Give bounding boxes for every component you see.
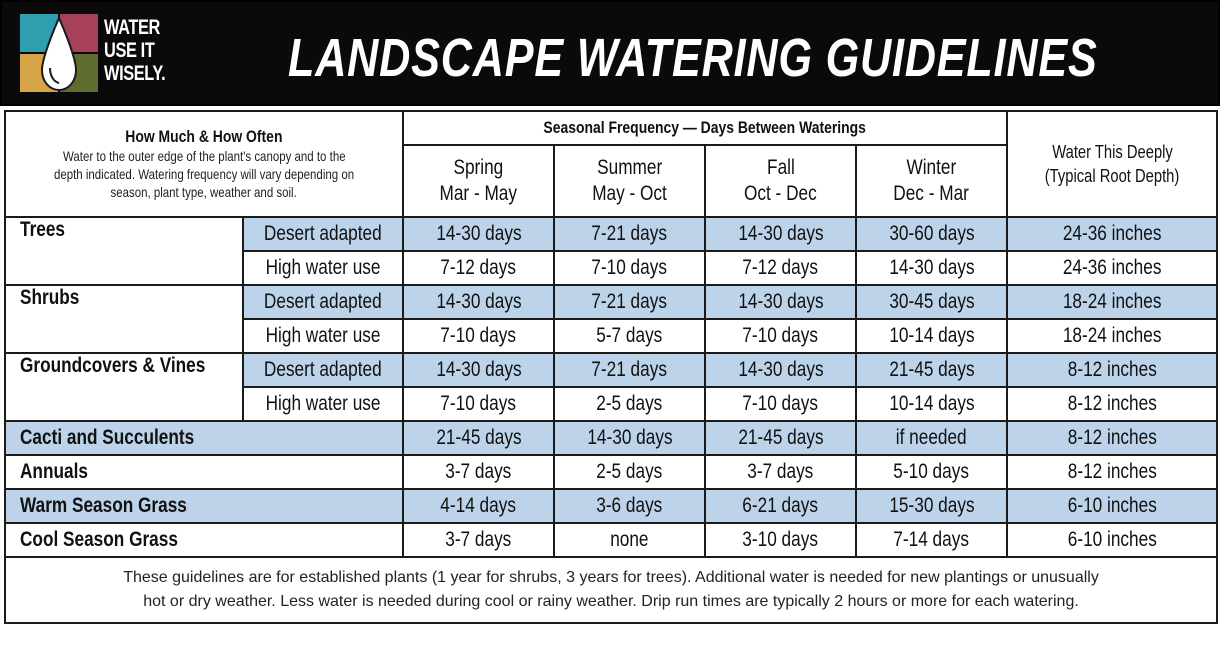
table-row: Cool Season Grass 3-7 days none 3-10 day… — [3, 522, 1219, 558]
cell-depth: 8-12 inches — [1006, 386, 1219, 422]
logo-line-2: USE IT — [104, 39, 155, 62]
logo-text: WATER USE IT WISELY. — [104, 16, 166, 85]
cell-summer: 7-10 days — [553, 250, 707, 286]
table-row: High water use 7-12 days 7-10 days 7-12 … — [5, 250, 1219, 286]
how-much-description: Water to the outer edge of the plant's c… — [53, 148, 355, 200]
row-label-cool-grass: Cool Season Grass — [3, 522, 405, 558]
cell-depth: 24-36 inches — [1006, 250, 1219, 286]
cell-winter: 10-14 days — [855, 318, 1009, 354]
cell-fall: 14-30 days — [704, 284, 858, 320]
cell-winter: 30-60 days — [855, 216, 1009, 252]
cell-fall: 7-10 days — [704, 318, 858, 354]
cell-fall: 3-10 days — [704, 522, 858, 558]
season-summer: Summer May - Oct — [553, 144, 707, 218]
cell-summer: 2-5 days — [553, 454, 707, 490]
cell-spring: 7-10 days — [402, 386, 556, 422]
cell-depth: 8-12 inches — [1006, 352, 1219, 388]
season-winter: Winter Dec - Mar — [855, 144, 1009, 218]
cell-summer: 5-7 days — [553, 318, 707, 354]
cell-depth: 18-24 inches — [1006, 284, 1219, 320]
sub-label: Desert adapted — [241, 216, 405, 252]
seasonal-frequency-header: Seasonal Frequency — Days Between Wateri… — [402, 110, 1009, 146]
page-title: LANDSCAPE WATERING GUIDELINES — [288, 28, 1098, 88]
cell-depth: 6-10 inches — [1006, 488, 1219, 524]
cell-spring: 3-7 days — [402, 522, 556, 558]
sub-label: High water use — [241, 386, 405, 422]
cell-summer: 7-21 days — [553, 216, 707, 252]
logo-line-1: WATER — [104, 16, 160, 39]
row-label-cacti: Cacti and Succulents — [3, 420, 405, 456]
table-row: Warm Season Grass 4-14 days 3-6 days 6-2… — [3, 488, 1219, 524]
water-use-it-wisely-logo: WATER USE IT WISELY. — [20, 12, 180, 98]
cell-fall: 3-7 days — [704, 454, 858, 490]
sub-label: Desert adapted — [241, 352, 405, 388]
cell-spring: 7-12 days — [402, 250, 556, 286]
cell-summer: 7-21 days — [553, 284, 707, 320]
cell-fall: 14-30 days — [704, 352, 858, 388]
season-fall: Fall Oct - Dec — [704, 144, 858, 218]
how-much-header: How Much & How Often Water to the outer … — [3, 110, 405, 218]
how-much-title: How Much & How Often — [125, 127, 283, 146]
sub-label: High water use — [241, 250, 405, 286]
cell-depth: 8-12 inches — [1006, 420, 1219, 456]
cell-winter: 7-14 days — [855, 522, 1009, 558]
header-row-2: Spring Mar - May Summer May - Oct Fall Oct … — [5, 144, 1217, 218]
cell-winter: 21-45 days — [855, 352, 1009, 388]
season-spring: Spring Mar - May — [402, 144, 556, 218]
cell-fall: 6-21 days — [704, 488, 858, 524]
header-banner: WATER USE IT WISELY. LANDSCAPE WATERING … — [0, 0, 1220, 106]
row-label-annuals: Annuals — [3, 454, 405, 490]
footer-line-1: These guidelines are for established pla… — [123, 569, 1099, 586]
footer-row: These guidelines are for established pla… — [3, 556, 1219, 624]
table-row: Annuals 3-7 days 2-5 days 3-7 days 5-10 … — [3, 454, 1219, 490]
sub-label: Desert adapted — [241, 284, 405, 320]
cell-fall: 14-30 days — [704, 216, 858, 252]
table-row: High water use 7-10 days 5-7 days 7-10 d… — [5, 318, 1219, 354]
cell-winter: 15-30 days — [855, 488, 1009, 524]
cell-summer: 3-6 days — [553, 488, 707, 524]
cell-spring: 4-14 days — [402, 488, 556, 524]
footer-line-2: hot or dry weather. Less water is needed… — [143, 593, 1079, 610]
cell-fall: 7-12 days — [704, 250, 858, 286]
row-label-trees: Trees — [4, 216, 244, 286]
cell-fall: 21-45 days — [704, 420, 858, 456]
cell-summer: 7-21 days — [553, 352, 707, 388]
cell-winter: 10-14 days — [855, 386, 1009, 422]
cell-summer: 14-30 days — [553, 420, 707, 456]
cell-winter: if needed — [855, 420, 1009, 456]
row-label-groundcovers: Groundcovers & Vines — [4, 352, 244, 422]
table-row: Cacti and Succulents 21-45 days 14-30 da… — [3, 420, 1219, 456]
water-drop-icon — [40, 16, 78, 92]
water-depth-header: Water This Deeply (Typical Root Depth) — [1006, 110, 1219, 218]
cell-winter: 30-45 days — [855, 284, 1009, 320]
cell-summer: none — [553, 522, 707, 558]
cell-spring: 21-45 days — [402, 420, 556, 456]
row-label-warm-grass: Warm Season Grass — [3, 488, 405, 524]
cell-spring: 14-30 days — [402, 352, 556, 388]
sub-label: High water use — [241, 318, 405, 354]
cell-spring: 3-7 days — [402, 454, 556, 490]
footer-note: These guidelines are for established pla… — [3, 556, 1219, 624]
cell-winter: 5-10 days — [855, 454, 1009, 490]
header-row-1: How Much & How Often Water to the outer … — [3, 110, 1219, 218]
cell-depth: 24-36 inches — [1006, 216, 1219, 252]
table-row: Shrubs Desert adapted 14-30 days 7-21 da… — [4, 284, 1219, 354]
table-row: Groundcovers & Vines Desert adapted 14-3… — [4, 352, 1219, 422]
cell-summer: 2-5 days — [553, 386, 707, 422]
cell-depth: 6-10 inches — [1006, 522, 1219, 558]
cell-depth: 18-24 inches — [1006, 318, 1219, 354]
cell-spring: 7-10 days — [402, 318, 556, 354]
table-row: Trees Desert adapted 14-30 days 7-21 day… — [4, 216, 1219, 286]
watering-table: How Much & How Often Water to the outer … — [3, 110, 1219, 624]
cell-winter: 14-30 days — [855, 250, 1009, 286]
row-label-shrubs: Shrubs — [4, 284, 244, 354]
cell-fall: 7-10 days — [704, 386, 858, 422]
cell-spring: 14-30 days — [402, 216, 556, 252]
cell-depth: 8-12 inches — [1006, 454, 1219, 490]
table-row: High water use 7-10 days 2-5 days 7-10 d… — [5, 386, 1219, 422]
logo-line-3: WISELY. — [104, 62, 166, 85]
cell-spring: 14-30 days — [402, 284, 556, 320]
